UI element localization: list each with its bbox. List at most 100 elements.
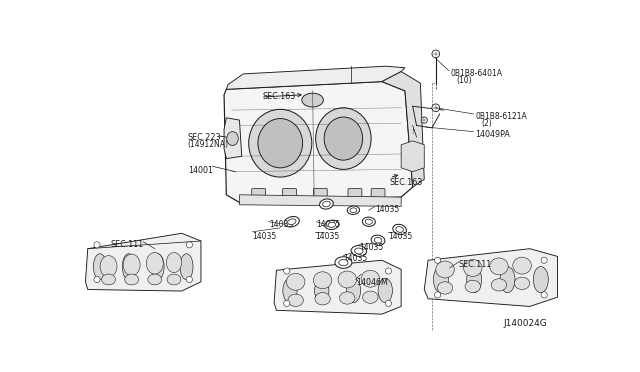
Polygon shape — [227, 66, 405, 89]
Ellipse shape — [324, 117, 363, 160]
Circle shape — [435, 257, 441, 263]
Ellipse shape — [355, 248, 363, 254]
Ellipse shape — [102, 274, 115, 285]
Polygon shape — [224, 81, 413, 202]
Ellipse shape — [371, 235, 385, 245]
Text: SEC.111: SEC.111 — [111, 240, 144, 249]
Ellipse shape — [365, 219, 372, 224]
Circle shape — [284, 268, 290, 274]
Ellipse shape — [258, 119, 303, 168]
Circle shape — [541, 257, 547, 263]
Ellipse shape — [323, 201, 330, 207]
Ellipse shape — [500, 267, 515, 293]
Ellipse shape — [166, 253, 182, 273]
Ellipse shape — [328, 222, 335, 227]
Ellipse shape — [378, 278, 392, 302]
Text: SEC.163: SEC.163 — [390, 178, 423, 187]
Circle shape — [284, 300, 290, 307]
Ellipse shape — [351, 246, 367, 256]
Text: (2): (2) — [481, 119, 492, 128]
Text: 14035: 14035 — [388, 232, 412, 241]
Ellipse shape — [283, 278, 297, 302]
Ellipse shape — [465, 280, 481, 293]
Ellipse shape — [350, 208, 356, 212]
Text: 14035: 14035 — [344, 254, 367, 263]
Ellipse shape — [148, 274, 162, 285]
FancyBboxPatch shape — [371, 189, 385, 204]
Text: 0B1B8-6121A: 0B1B8-6121A — [475, 112, 527, 121]
Polygon shape — [382, 71, 424, 187]
Ellipse shape — [302, 93, 323, 107]
Polygon shape — [401, 141, 424, 172]
Ellipse shape — [315, 293, 330, 305]
Ellipse shape — [314, 272, 332, 289]
Ellipse shape — [340, 292, 355, 304]
Ellipse shape — [490, 258, 508, 275]
Text: 14035: 14035 — [359, 243, 383, 252]
Text: J140024G: J140024G — [504, 319, 547, 328]
Text: 14035: 14035 — [315, 232, 339, 241]
Text: 14049PA: 14049PA — [475, 130, 510, 139]
Text: 0B1B8-6401A: 0B1B8-6401A — [451, 69, 502, 78]
Ellipse shape — [339, 259, 348, 266]
Ellipse shape — [227, 132, 238, 145]
Circle shape — [435, 292, 441, 298]
Ellipse shape — [533, 267, 548, 293]
Text: SEC.223: SEC.223 — [188, 133, 221, 142]
Circle shape — [541, 292, 547, 298]
Ellipse shape — [513, 257, 531, 274]
Polygon shape — [86, 233, 201, 291]
Ellipse shape — [362, 217, 375, 227]
Text: 14046M: 14046M — [356, 278, 388, 287]
Text: (14912NA): (14912NA) — [188, 140, 229, 149]
Ellipse shape — [100, 256, 117, 277]
Ellipse shape — [393, 224, 406, 235]
Circle shape — [385, 300, 392, 307]
Ellipse shape — [363, 291, 378, 303]
Polygon shape — [239, 195, 401, 206]
Ellipse shape — [437, 282, 452, 294]
Ellipse shape — [515, 277, 530, 289]
Circle shape — [186, 276, 193, 283]
Polygon shape — [424, 249, 557, 307]
Ellipse shape — [122, 254, 135, 280]
Ellipse shape — [249, 109, 312, 177]
Text: 14035: 14035 — [269, 220, 293, 229]
Ellipse shape — [315, 278, 329, 302]
Ellipse shape — [93, 254, 106, 280]
Ellipse shape — [335, 257, 352, 268]
Ellipse shape — [180, 254, 193, 280]
Ellipse shape — [167, 274, 181, 285]
Ellipse shape — [346, 278, 361, 302]
FancyBboxPatch shape — [252, 189, 266, 204]
Polygon shape — [274, 260, 401, 314]
Polygon shape — [224, 118, 242, 158]
Ellipse shape — [151, 254, 164, 280]
Ellipse shape — [316, 108, 371, 169]
Text: 14035: 14035 — [316, 220, 340, 229]
Circle shape — [94, 276, 100, 283]
FancyBboxPatch shape — [314, 189, 327, 204]
FancyBboxPatch shape — [283, 189, 296, 204]
Ellipse shape — [396, 227, 403, 232]
Ellipse shape — [287, 219, 296, 225]
Text: 14035: 14035 — [375, 205, 399, 214]
Circle shape — [94, 242, 100, 248]
FancyBboxPatch shape — [348, 189, 362, 204]
Circle shape — [186, 242, 193, 248]
Ellipse shape — [319, 199, 333, 209]
Ellipse shape — [348, 206, 360, 214]
Text: 14001: 14001 — [188, 166, 213, 175]
Ellipse shape — [284, 217, 300, 227]
Ellipse shape — [287, 273, 305, 290]
Circle shape — [432, 104, 440, 112]
Ellipse shape — [436, 261, 454, 278]
Ellipse shape — [123, 254, 140, 276]
Text: 14035: 14035 — [253, 232, 276, 241]
Ellipse shape — [374, 237, 382, 243]
Ellipse shape — [467, 267, 482, 293]
Circle shape — [432, 50, 440, 58]
Ellipse shape — [463, 260, 482, 276]
Ellipse shape — [338, 271, 356, 288]
Text: (10): (10) — [456, 76, 472, 85]
